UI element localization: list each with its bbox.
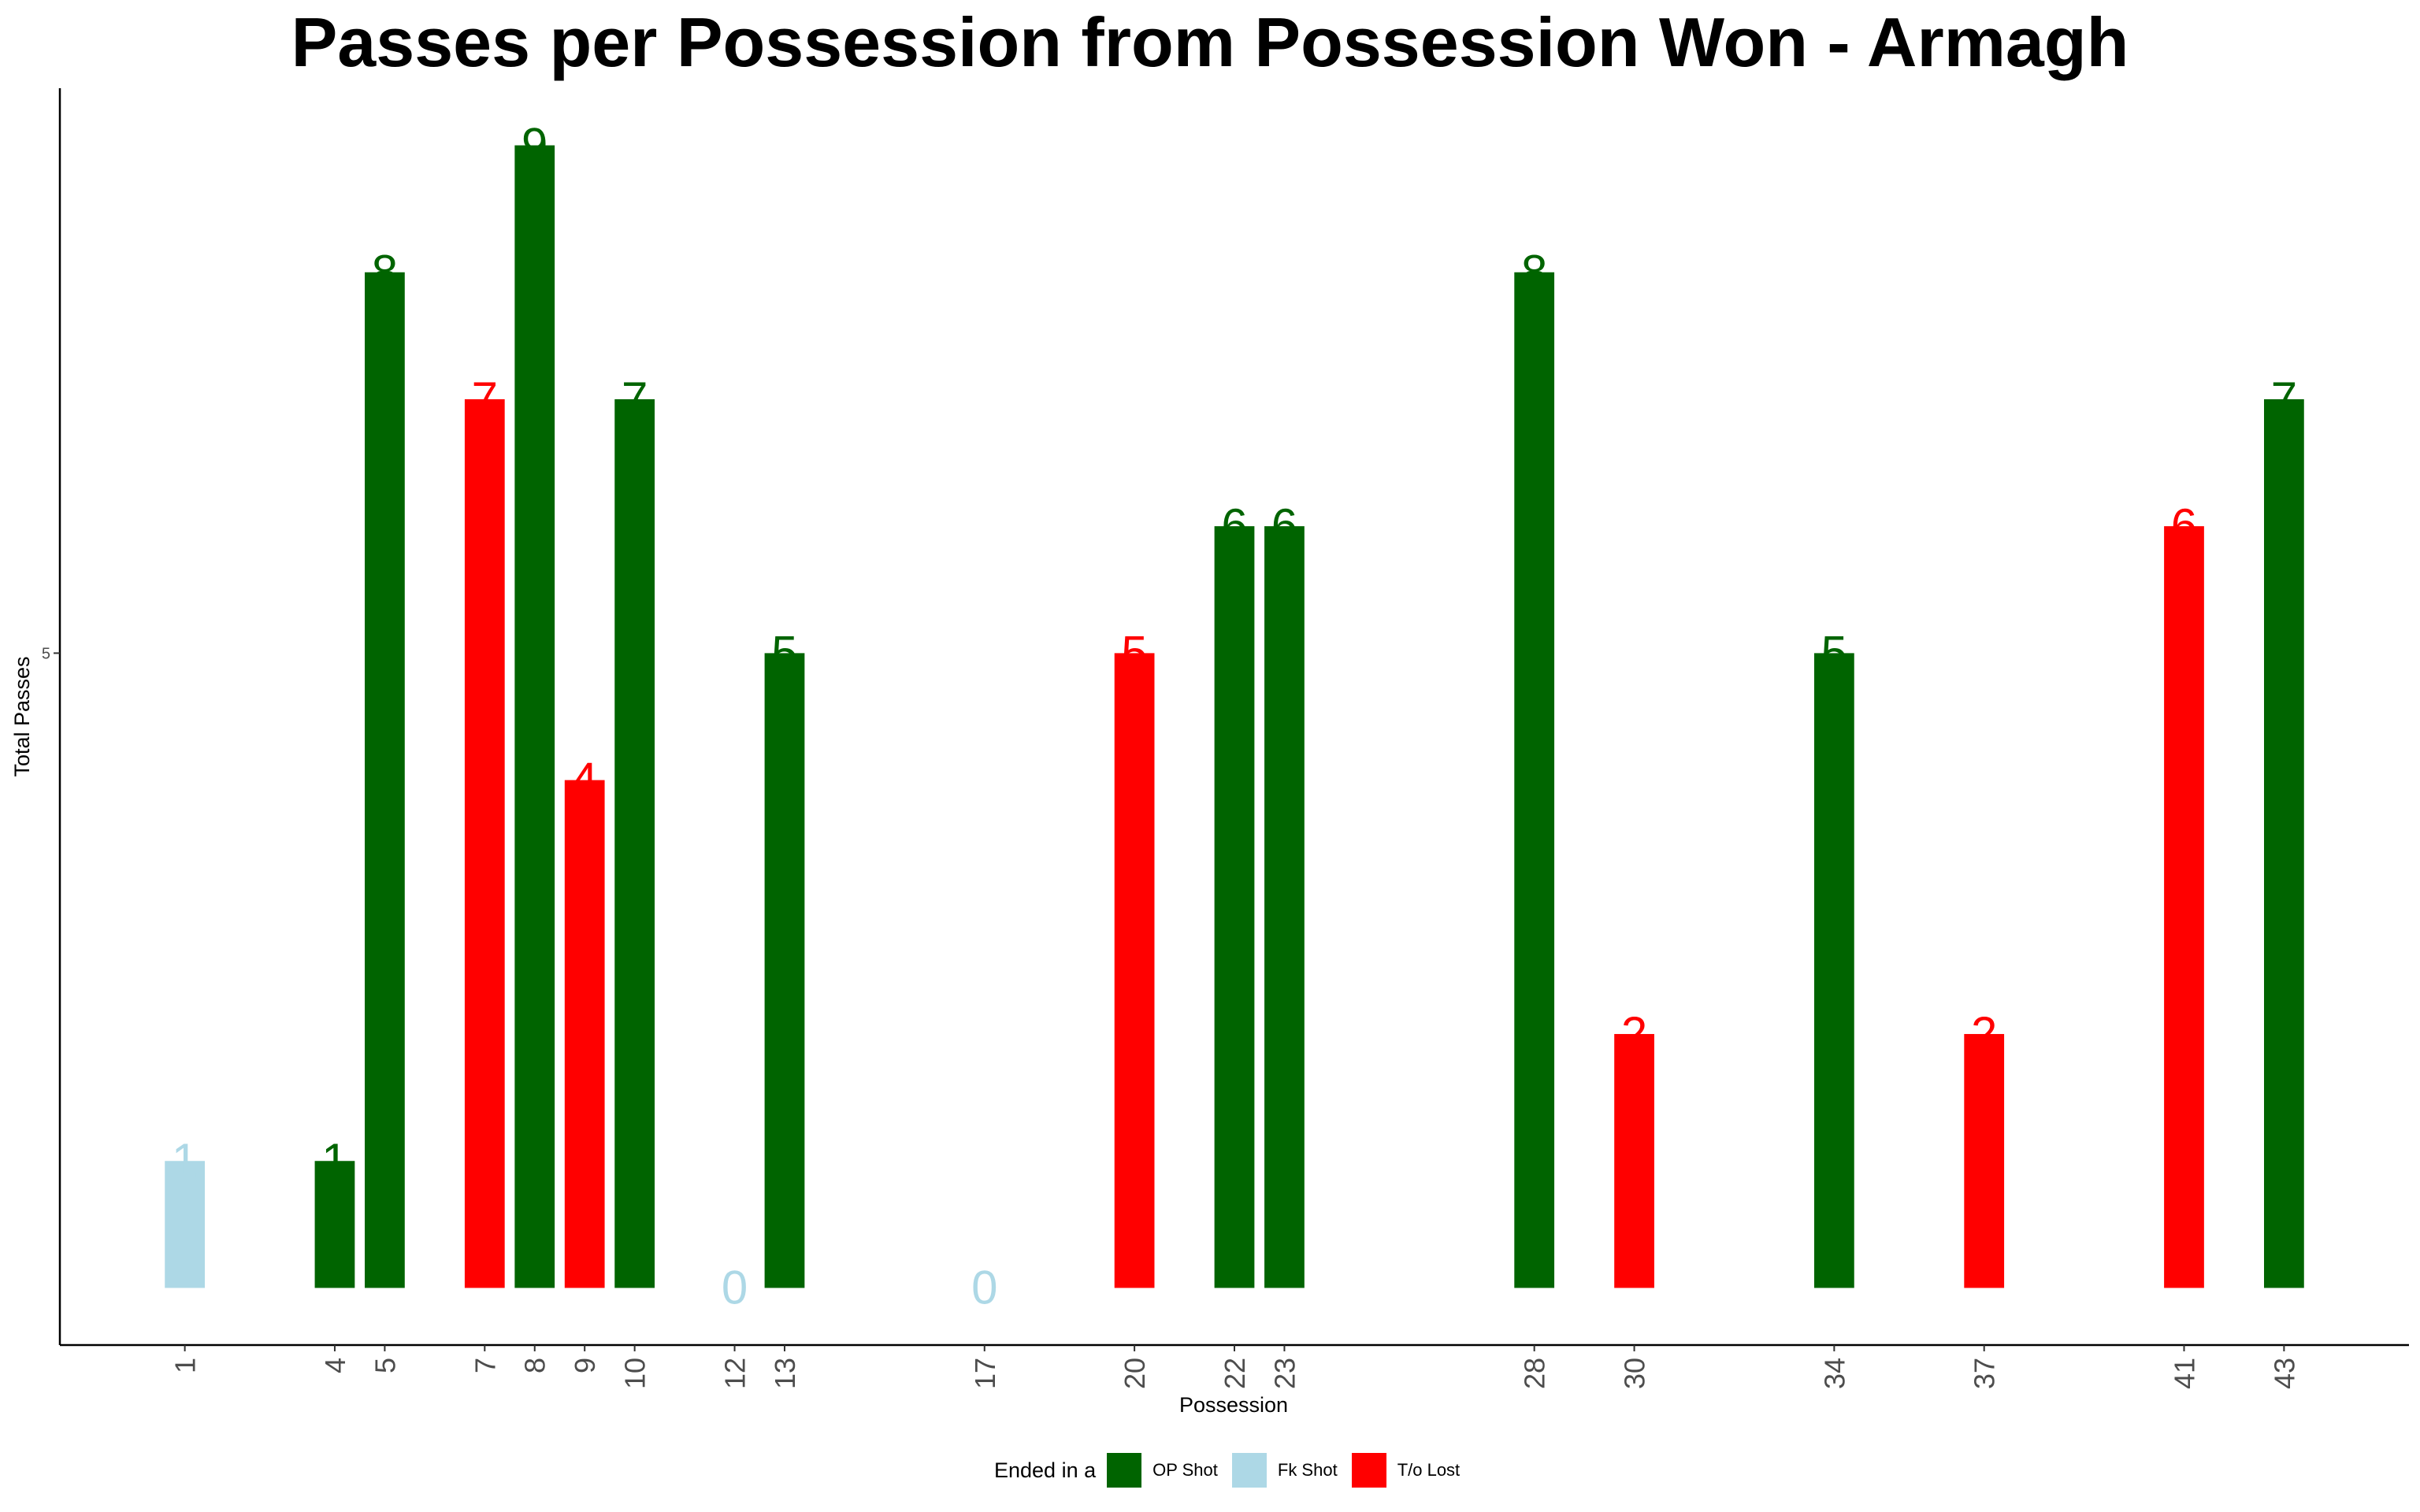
y-ticks-group: 5 xyxy=(42,645,60,662)
bar-possession-41 xyxy=(2164,526,2204,1288)
x-tick-label: 9 xyxy=(569,1358,601,1373)
bar-value-label: 8 xyxy=(1521,246,1547,298)
x-tick-label: 10 xyxy=(619,1358,651,1389)
legend-label-op-shot: OP Shot xyxy=(1152,1460,1218,1480)
bar-value-label: 5 xyxy=(1121,626,1147,679)
x-tick-label: 22 xyxy=(1219,1358,1251,1389)
x-tick-label: 7 xyxy=(469,1358,501,1373)
bar-value-label: 5 xyxy=(771,626,797,679)
legend-label-fk-shot: Fk Shot xyxy=(1277,1460,1338,1480)
bar-value-label: 1 xyxy=(321,1134,347,1187)
x-axis-title: Possession xyxy=(1179,1393,1288,1417)
x-tick-label: 17 xyxy=(969,1358,1001,1389)
bar-value-label: 2 xyxy=(1971,1007,1997,1060)
bar-possession-7 xyxy=(464,398,505,1288)
bar-value-label: 0 xyxy=(722,1261,748,1314)
y-axis-title: Total Passes xyxy=(10,656,34,776)
x-tick-label: 41 xyxy=(2168,1358,2200,1389)
x-tick-label: 28 xyxy=(1519,1358,1551,1389)
x-tick-label: 4 xyxy=(319,1358,351,1373)
legend-key-to-lost xyxy=(1351,1453,1386,1488)
legend: Ended in a OP Shot Fk Shot T/o Lost xyxy=(994,1451,1474,1490)
x-tick-label: 1 xyxy=(169,1358,202,1373)
x-tick-label: 8 xyxy=(519,1358,551,1373)
bar-value-label: 5 xyxy=(1821,626,1847,679)
x-tick-label: 34 xyxy=(1818,1358,1850,1389)
bar-possession-28 xyxy=(1514,272,1555,1288)
bar-possession-43 xyxy=(2264,398,2304,1288)
bar-possession-34 xyxy=(1813,653,1854,1288)
bar-value-label: 6 xyxy=(2171,499,2197,552)
bar-possession-37 xyxy=(1964,1034,2005,1288)
x-tick-label: 23 xyxy=(1268,1358,1301,1389)
bar-possession-23 xyxy=(1264,526,1305,1288)
legend-key-fk-shot xyxy=(1231,1453,1267,1488)
x-tick-label: 12 xyxy=(719,1358,752,1389)
bar-value-label: 6 xyxy=(1271,499,1297,552)
x-tick-label: 20 xyxy=(1119,1358,1151,1389)
legend-key-op-shot xyxy=(1107,1453,1142,1488)
bar-possession-5 xyxy=(365,272,405,1288)
bar-possession-30 xyxy=(1614,1034,1654,1288)
bar-value-label: 4 xyxy=(572,754,598,806)
bar-possession-8 xyxy=(514,145,555,1288)
legend-label-to-lost: T/o Lost xyxy=(1397,1460,1461,1480)
x-tick-label: 30 xyxy=(1619,1358,1651,1389)
bar-value-label: 1 xyxy=(172,1134,198,1187)
bar-possession-22 xyxy=(1214,526,1255,1288)
bar-value-label: 8 xyxy=(372,246,398,298)
bar-possession-4 xyxy=(314,1161,355,1288)
bar-value-label: 9 xyxy=(521,119,547,172)
bar-possession-13 xyxy=(764,653,805,1288)
y-tick-label: 5 xyxy=(42,645,50,662)
bar-value-label: 2 xyxy=(1621,1007,1647,1060)
bar-value-label: 7 xyxy=(2271,372,2297,425)
bar-possession-20 xyxy=(1114,653,1155,1288)
bar-possession-1 xyxy=(165,1161,205,1288)
x-tick-label: 37 xyxy=(1969,1358,2001,1389)
x-tick-label: 43 xyxy=(2268,1358,2300,1389)
bar-value-label: 0 xyxy=(971,1261,997,1314)
bar-value-label: 6 xyxy=(1221,499,1247,552)
bar-possession-9 xyxy=(564,780,605,1288)
x-tick-label: 13 xyxy=(769,1358,801,1389)
legend-title: Ended in a xyxy=(994,1458,1097,1482)
bar-value-label: 7 xyxy=(622,372,648,425)
bars-group xyxy=(165,145,2304,1288)
chart-title: Passes per Possession from Possession Wo… xyxy=(291,3,2129,81)
bar-value-label: 7 xyxy=(472,372,498,425)
x-tick-label: 5 xyxy=(369,1358,401,1373)
x-ticks-group: 1 4 5 7 8 9 10 12 13 17 20 22 23 28 30 34 37 41 43 xyxy=(169,1345,2300,1389)
bar-possession-10 xyxy=(614,398,655,1288)
